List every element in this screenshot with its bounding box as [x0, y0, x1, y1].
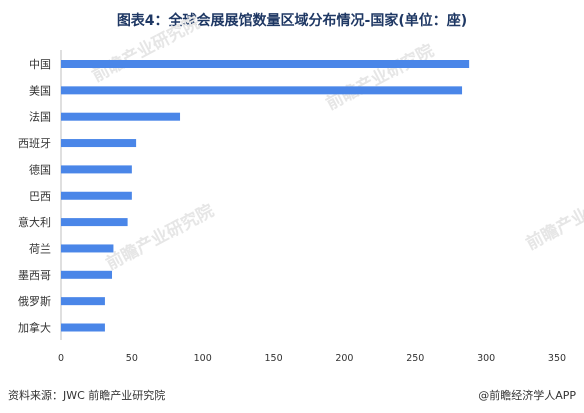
category-label: 法国: [29, 110, 51, 124]
x-tick-label: 350: [548, 353, 566, 364]
x-tick-label: 50: [126, 353, 138, 364]
category-label: 巴西: [29, 190, 51, 203]
category-label: 加拿大: [18, 321, 51, 335]
category-label: 墨西哥: [18, 269, 51, 282]
watermark-text: 前瞻产业研究院: [102, 200, 217, 274]
bar-8: [61, 270, 113, 279]
x-tick-label: 200: [335, 353, 353, 364]
source-note: 资料来源：JWC 前瞻产业研究院: [8, 389, 166, 402]
credit-note: @前瞻经济学人APP: [478, 389, 576, 402]
bar-7: [61, 244, 114, 253]
category-label: 意大利: [18, 215, 51, 229]
watermark-text: 前瞻产业研究院: [322, 40, 437, 114]
x-tick-label: 300: [477, 353, 495, 364]
x-tick-label: 100: [194, 353, 212, 364]
chart-title: 图表4：全球会展展馆数量区域分布情况-国家(单位：座): [116, 13, 468, 29]
category-label: 美国: [29, 84, 51, 97]
category-label: 俄罗斯: [18, 295, 51, 308]
category-label: 中国: [29, 58, 51, 71]
x-tick-label: 0: [58, 353, 64, 364]
watermark-text: 前瞻产业研究院: [88, 12, 203, 86]
bar-2: [61, 112, 181, 121]
bar-10: [61, 323, 105, 332]
x-tick-label: 150: [265, 353, 283, 364]
bar-3: [61, 139, 137, 148]
category-label: 荷兰: [29, 242, 51, 255]
watermark-text: 前瞻产业研究院: [522, 180, 584, 254]
category-label: 德国: [29, 162, 51, 176]
bar-9: [61, 297, 105, 306]
bar-4: [61, 165, 132, 174]
bar-1: [61, 86, 463, 95]
bar-6: [61, 218, 128, 227]
bar-5: [61, 191, 132, 200]
x-tick-label: 250: [406, 353, 424, 364]
category-label: 西班牙: [18, 137, 51, 150]
bar-0: [61, 60, 470, 68]
